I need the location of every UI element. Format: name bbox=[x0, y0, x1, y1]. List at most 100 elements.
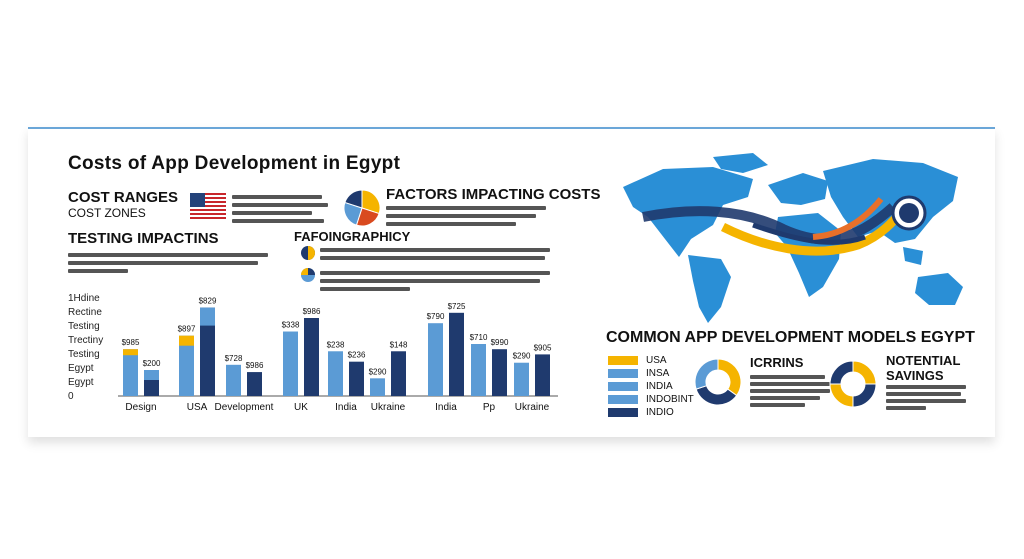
pie-slice bbox=[852, 383, 877, 408]
bar-value-label: $725 bbox=[448, 302, 466, 311]
bar bbox=[123, 349, 138, 396]
bar-value-label: $200 bbox=[143, 359, 161, 368]
y-tick-label: Testing bbox=[68, 321, 100, 332]
savings-donut-chart bbox=[829, 360, 877, 408]
us-flag-icon bbox=[190, 193, 226, 219]
cost-zones-heading: COST ZONES bbox=[68, 206, 146, 220]
y-tick-label: Egypt bbox=[68, 377, 94, 388]
bar bbox=[247, 372, 262, 396]
category-label: USA bbox=[187, 402, 208, 413]
savings-text bbox=[886, 385, 966, 410]
models-heading: COMMON APP DEVELOPMENT MODELS EGYPT bbox=[606, 329, 975, 346]
category-label: Ukraine bbox=[515, 402, 550, 413]
pie-slice bbox=[829, 360, 854, 385]
legend-item: INSA bbox=[608, 367, 694, 379]
legend-label: USA bbox=[646, 354, 667, 366]
bar-segment bbox=[179, 335, 194, 346]
bar bbox=[370, 378, 385, 396]
factors-heading: FACTORS IMPACTING COSTS bbox=[386, 186, 601, 203]
pie-slice bbox=[361, 189, 381, 215]
bar bbox=[179, 335, 194, 396]
y-tick-label: Testing bbox=[68, 349, 100, 360]
bar bbox=[226, 364, 241, 396]
small-pie-icon bbox=[301, 246, 315, 260]
bar-chart: 1Hdine Rectine Testing Trectiny Testing Egypt… bbox=[68, 293, 558, 413]
legend-label: INSA bbox=[646, 367, 670, 379]
page-title: Costs of App Development in Egypt bbox=[68, 153, 401, 174]
y-tick-label: 0 bbox=[68, 391, 74, 402]
legend-label: INDOBINT bbox=[646, 393, 694, 405]
y-tick-label: 1Hdine bbox=[68, 293, 100, 304]
bar bbox=[200, 307, 215, 396]
bar-value-label: $148 bbox=[390, 340, 408, 349]
category-label: Development bbox=[215, 402, 274, 413]
bar-value-label: $238 bbox=[327, 340, 345, 349]
bar bbox=[535, 354, 550, 396]
world-map-icon bbox=[623, 153, 963, 323]
testing-heading: TESTING IMPACTINS bbox=[68, 230, 219, 247]
legend-label: INDIA bbox=[646, 380, 673, 392]
bar bbox=[391, 351, 406, 396]
y-tick-label: Rectine bbox=[68, 307, 102, 318]
legend-swatch bbox=[608, 355, 638, 365]
bar-value-label: $897 bbox=[178, 325, 196, 334]
bar-segment bbox=[200, 307, 215, 326]
category-label: Pp bbox=[483, 402, 496, 413]
bar bbox=[328, 351, 343, 396]
bar-value-label: $338 bbox=[282, 321, 300, 330]
legend-swatch bbox=[608, 381, 638, 391]
bar-value-label: $790 bbox=[427, 312, 445, 321]
bar-segment bbox=[144, 370, 159, 380]
models-legend: USA INSA INDIA INDOBINT INDIO bbox=[608, 354, 694, 419]
bar bbox=[349, 361, 364, 396]
icons-text bbox=[750, 375, 830, 407]
infographic-heading: FAFOINGRAPHICY bbox=[294, 229, 411, 244]
bar-value-label: $290 bbox=[513, 352, 531, 361]
small-pie-icon-2 bbox=[301, 268, 315, 282]
y-tick-label: Egypt bbox=[68, 363, 94, 374]
infographic-card: Costs of App Development in Egypt COST R… bbox=[28, 127, 995, 437]
category-label: UK bbox=[294, 402, 308, 413]
legend-item: INDOBINT bbox=[608, 393, 694, 405]
bar-value-label: $236 bbox=[348, 351, 366, 360]
bar-segment bbox=[123, 349, 138, 356]
bar-value-label: $728 bbox=[225, 354, 243, 363]
category-label: Ukraine bbox=[371, 402, 406, 413]
factors-text bbox=[386, 206, 546, 226]
icons-donut-chart bbox=[694, 358, 742, 406]
legend-item: INDIO bbox=[608, 406, 694, 418]
legend-swatch bbox=[608, 394, 638, 404]
bar-value-label: $986 bbox=[303, 307, 321, 316]
savings-heading-1: NOTENTIAL bbox=[886, 353, 961, 368]
cost-ranges-text bbox=[232, 195, 328, 223]
bar-value-label: $829 bbox=[199, 297, 217, 306]
pie-slice bbox=[694, 358, 719, 390]
savings-heading-2: SAVINGS bbox=[886, 368, 944, 383]
bar bbox=[514, 362, 529, 396]
pie-slice bbox=[344, 189, 363, 209]
bar bbox=[449, 312, 464, 396]
infographic-text bbox=[320, 248, 550, 291]
bar bbox=[471, 344, 486, 396]
legend-swatch bbox=[608, 407, 638, 417]
legend-swatch bbox=[608, 368, 638, 378]
legend-item: INDIA bbox=[608, 380, 694, 392]
category-label: India bbox=[435, 402, 457, 413]
bar bbox=[492, 349, 507, 396]
icons-heading: ICRRINS bbox=[750, 355, 804, 370]
bar-value-label: $985 bbox=[122, 338, 140, 347]
bar bbox=[283, 331, 298, 396]
legend-label: INDIO bbox=[646, 406, 674, 418]
pie-slice bbox=[852, 360, 877, 385]
cost-ranges-heading: COST RANGES bbox=[68, 189, 179, 206]
bar bbox=[304, 318, 319, 396]
y-tick-label: Trectiny bbox=[68, 335, 103, 346]
bar-value-label: $986 bbox=[246, 361, 264, 370]
category-label: Design bbox=[125, 402, 156, 413]
pie-slice bbox=[829, 383, 854, 408]
bar-value-label: $710 bbox=[470, 333, 488, 342]
bar-value-label: $290 bbox=[369, 367, 387, 376]
bar-value-label: $990 bbox=[491, 338, 509, 347]
testing-text bbox=[68, 253, 268, 273]
bar-value-label: $905 bbox=[534, 343, 552, 352]
